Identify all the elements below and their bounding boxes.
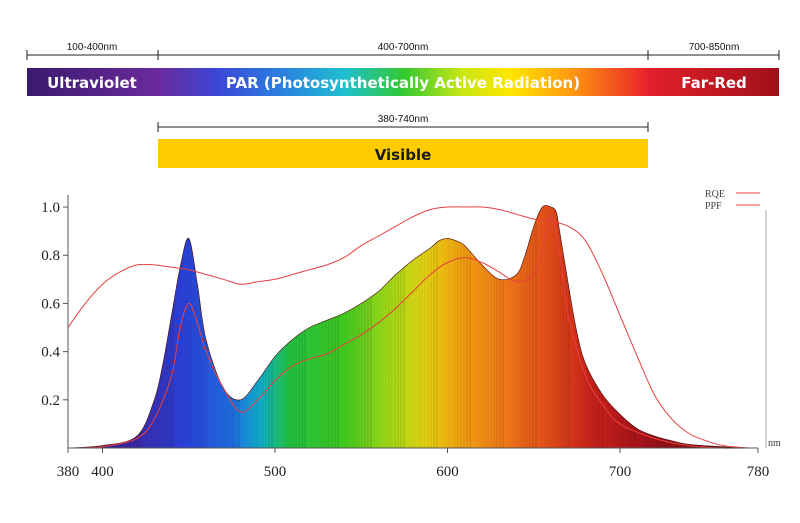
band-bars: Ultraviolet PAR (Photosynthetically Acti…	[27, 68, 779, 96]
x-tick-label: 500	[264, 464, 287, 480]
series-lines	[67, 206, 750, 449]
x-tick-label: 400	[91, 464, 114, 480]
visible-band-label: Visible	[375, 146, 432, 164]
spectral-chart: 0.2 0.4 0.6 0.8 1.0 380 400 500 600 700 780 nm RQEP…	[41, 189, 781, 480]
x-tick-label: 700	[609, 464, 632, 480]
y-tick-label: 0.2	[41, 393, 60, 409]
far-red-band-bar	[648, 68, 779, 96]
y-tick-label: 0.8	[41, 248, 60, 264]
legend-label-ppf: PPF	[705, 201, 722, 212]
visible-band-bar	[158, 139, 648, 168]
uv-band-bar	[27, 68, 158, 96]
uv-band-label: Ultraviolet	[47, 74, 137, 92]
far-red-range-label: 700-850nm	[689, 42, 740, 53]
visible-band: 380-740nm Visible	[157, 114, 649, 168]
x-axis-unit-label: nm	[768, 438, 781, 449]
series-line-rqe	[67, 206, 750, 449]
legend-label-rqe: RQE	[705, 189, 725, 200]
uv-range-label: 100-400nm	[67, 42, 118, 53]
x-tick-label: 380	[57, 464, 80, 480]
far-red-band-label: Far-Red	[681, 74, 747, 92]
x-tick-label: 780	[747, 464, 770, 480]
visible-range-label: 380-740nm	[378, 114, 429, 125]
spectrum-fill-layer	[67, 205, 750, 449]
par-band-bar	[158, 68, 648, 96]
par-band-label: PAR (Photosynthetically Active Radiation…	[226, 74, 580, 92]
chart-axes: 0.2 0.4 0.6 0.8 1.0 380 400 500 600 700 780 nm	[41, 195, 781, 480]
x-tick-label: 600	[436, 464, 459, 480]
y-tick-label: 1.0	[41, 200, 60, 216]
spectrum-area	[67, 205, 750, 449]
band-ranges: 100-400nm 400-700nm 700-850nm	[26, 42, 780, 60]
y-tick-label: 0.4	[41, 345, 60, 361]
series-line-ppf	[67, 213, 750, 449]
par-range-label: 400-700nm	[378, 42, 429, 53]
y-tick-label: 0.6	[41, 296, 60, 312]
